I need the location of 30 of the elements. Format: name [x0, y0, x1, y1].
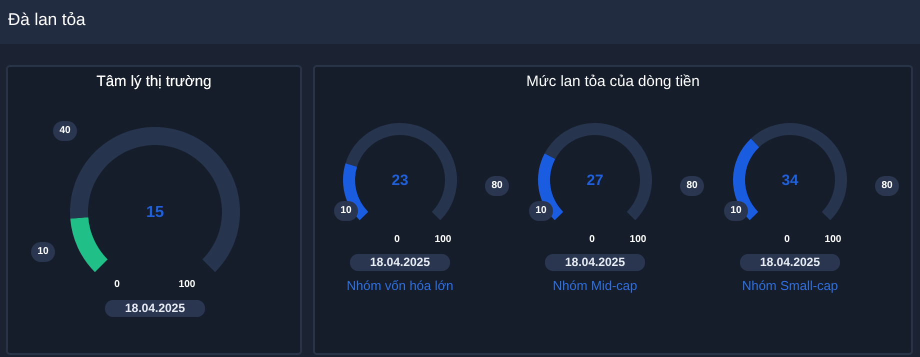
text: 80: [485, 176, 509, 196]
text: 0: [393, 233, 401, 247]
text: 18.04.2025: [350, 254, 450, 271]
text: 34: [782, 172, 799, 189]
text: 18.04.2025: [105, 300, 205, 317]
text: 100: [824, 233, 842, 247]
text: 0: [113, 278, 121, 292]
text: 10: [334, 201, 358, 221]
text: 80: [875, 176, 899, 196]
text: 40: [53, 121, 77, 141]
text: 27: [586, 172, 604, 189]
text: Nhóm vốn hóa lớn: [346, 278, 454, 293]
text: Mức lan tỏa của dòng tiền: [525, 73, 701, 90]
text: Nhóm Small-cap: [740, 278, 840, 293]
text: 0: [783, 233, 791, 247]
text: 80: [680, 176, 704, 196]
text: Nhóm Mid-cap: [552, 278, 638, 293]
text: 23: [392, 172, 408, 189]
text: 10: [31, 242, 55, 262]
text: 0: [588, 233, 596, 247]
text: 10: [724, 201, 748, 221]
text: 10: [529, 201, 553, 221]
text: 100: [628, 233, 648, 247]
text: 18.04.2025: [545, 254, 645, 271]
text: 100: [178, 278, 196, 292]
text: Đà lan tỏa: [0, 0, 920, 44]
chart-title: Tâm lý thị trường: [96, 73, 212, 90]
text: 15: [146, 204, 164, 221]
text: 100: [434, 233, 452, 247]
text: 18.04.2025: [740, 254, 840, 271]
